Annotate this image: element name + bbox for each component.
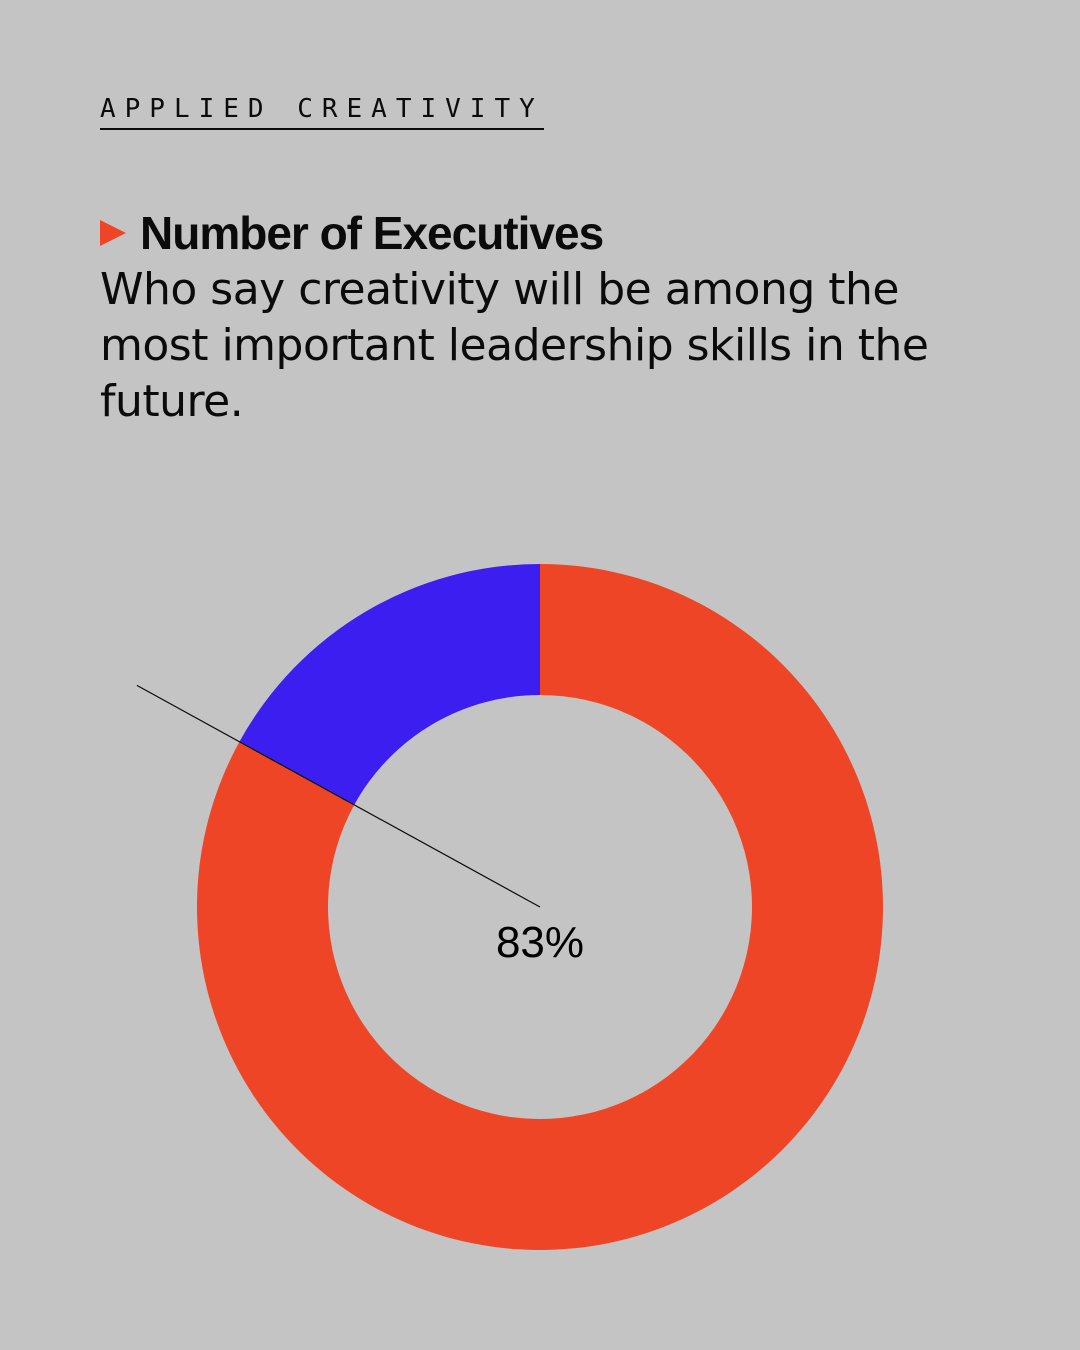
slice-label-primary: 83% [496,918,584,967]
leader-line [136,684,541,908]
brand-label: APPLIED CREATIVITY [100,94,544,130]
chart-description: Who say creativity will be among the mos… [100,264,929,427]
donut-slice-1 [196,564,883,1251]
chart-title: Number of Executives [140,207,604,259]
play-triangle-icon [100,220,126,246]
donut-slice-2 [239,564,540,805]
headline: Number of Executives [100,206,604,260]
